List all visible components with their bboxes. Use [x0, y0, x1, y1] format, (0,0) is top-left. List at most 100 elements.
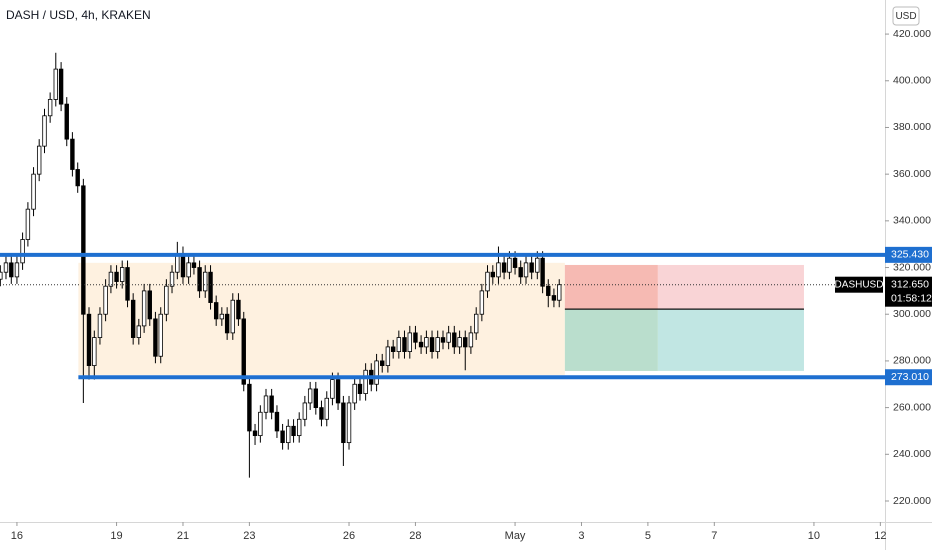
- candle-body: [120, 267, 125, 282]
- candle-body: [25, 208, 31, 240]
- candle-body: [485, 271, 490, 292]
- candle-body: [341, 402, 346, 444]
- x-tick-label: 23: [243, 530, 255, 542]
- candle-body: [540, 257, 545, 287]
- candle-body: [236, 299, 241, 320]
- candle-body: [446, 332, 451, 343]
- candle-body: [47, 99, 53, 117]
- candle-body: [147, 290, 152, 320]
- candle-body: [130, 299, 136, 338]
- candle-body: [230, 299, 235, 334]
- x-tick-label: 5: [645, 530, 651, 542]
- candle-body: [374, 360, 379, 385]
- candle-body: [518, 267, 523, 278]
- x-tick-label: 3: [578, 530, 584, 542]
- candle-body: [0, 271, 3, 280]
- candle-body: [274, 411, 280, 432]
- candle-body: [125, 267, 130, 301]
- y-tick-label: 400.000: [893, 75, 931, 87]
- candle-body: [75, 169, 80, 187]
- level-label-box: [885, 369, 932, 386]
- candle-body: [529, 262, 534, 273]
- candle-body: [180, 253, 186, 278]
- candle-body: [169, 271, 175, 287]
- candle-body: [346, 402, 352, 444]
- candle-body: [507, 257, 512, 273]
- stop-zone-light: [657, 264, 804, 310]
- candle-body: [20, 239, 25, 264]
- candle-body: [53, 68, 58, 100]
- candle-body: [92, 337, 97, 366]
- candle-body: [512, 257, 518, 268]
- candle-body: [551, 295, 557, 301]
- candle-body: [36, 145, 42, 175]
- y-tick-label: 380.000: [893, 121, 931, 133]
- candle-body: [252, 430, 258, 437]
- x-tick-label: 28: [409, 530, 421, 542]
- candle-body: [352, 383, 357, 404]
- candle-body: [153, 318, 158, 357]
- x-tick-label: 26: [343, 530, 355, 542]
- candle-body: [114, 271, 119, 282]
- candle-body: [108, 271, 114, 287]
- target-zone-dark: [564, 309, 658, 371]
- candle-body: [407, 332, 412, 352]
- candle-body: [452, 332, 457, 348]
- candle-body: [42, 115, 47, 147]
- y-tick-label: 340.000: [893, 215, 931, 227]
- y-tick-label: 320.000: [893, 261, 931, 273]
- candle-body: [186, 262, 191, 278]
- candle-body: [280, 430, 285, 444]
- level-label: 273.010: [891, 371, 929, 383]
- candle-body: [429, 337, 435, 352]
- candle-body: [546, 285, 551, 296]
- x-tick-label: May: [505, 530, 526, 542]
- candle-body: [136, 325, 142, 338]
- y-tick-label: 260.000: [893, 401, 931, 413]
- candle-body: [457, 337, 462, 348]
- level-label: 325.430: [891, 249, 929, 261]
- candle-body: [424, 337, 429, 348]
- candle-body: [213, 302, 219, 320]
- candle-body: [435, 337, 440, 352]
- candle-body: [363, 369, 368, 395]
- y-tick-label: 280.000: [893, 355, 931, 367]
- chart-title: DASH / USD, 4h, KRAKEN: [6, 8, 151, 22]
- y-tick-label: 420.000: [893, 28, 931, 40]
- candle-body: [258, 411, 263, 437]
- x-tick-label: 19: [110, 530, 122, 542]
- candle-body: [286, 425, 291, 444]
- candle-body: [324, 397, 329, 420]
- candle-body: [58, 68, 64, 105]
- countdown-label: 01:58:12: [891, 292, 932, 304]
- x-tick-label: 16: [11, 530, 23, 542]
- currency-label[interactable]: USD: [895, 11, 916, 22]
- candle-body: [269, 395, 274, 413]
- candle-body: [490, 271, 496, 278]
- candle-body: [158, 313, 163, 357]
- x-tick-label: 12: [874, 530, 886, 542]
- candle-body: [335, 379, 341, 404]
- candle-body: [330, 379, 335, 399]
- candle-body: [380, 360, 385, 366]
- candle-body: [64, 103, 69, 140]
- stop-zone-dark: [564, 264, 658, 310]
- candle-body: [463, 337, 468, 348]
- candle-body: [103, 285, 108, 315]
- candle-body: [81, 185, 86, 315]
- candle-body: [86, 313, 92, 366]
- x-tick-label: 10: [808, 530, 820, 542]
- candle-body: [297, 418, 302, 437]
- candle-body: [70, 138, 75, 170]
- candle-body: [357, 383, 363, 395]
- candle-body: [418, 341, 424, 348]
- y-tick-label: 220.000: [893, 495, 931, 507]
- candle-body: [557, 284, 562, 301]
- candle-body: [474, 313, 479, 334]
- y-tick-label: 300.000: [893, 308, 931, 320]
- last-price-label: 312.650: [891, 278, 929, 290]
- candle-body: [390, 346, 396, 352]
- candle-body: [396, 337, 402, 352]
- currency-button[interactable]: [892, 6, 920, 26]
